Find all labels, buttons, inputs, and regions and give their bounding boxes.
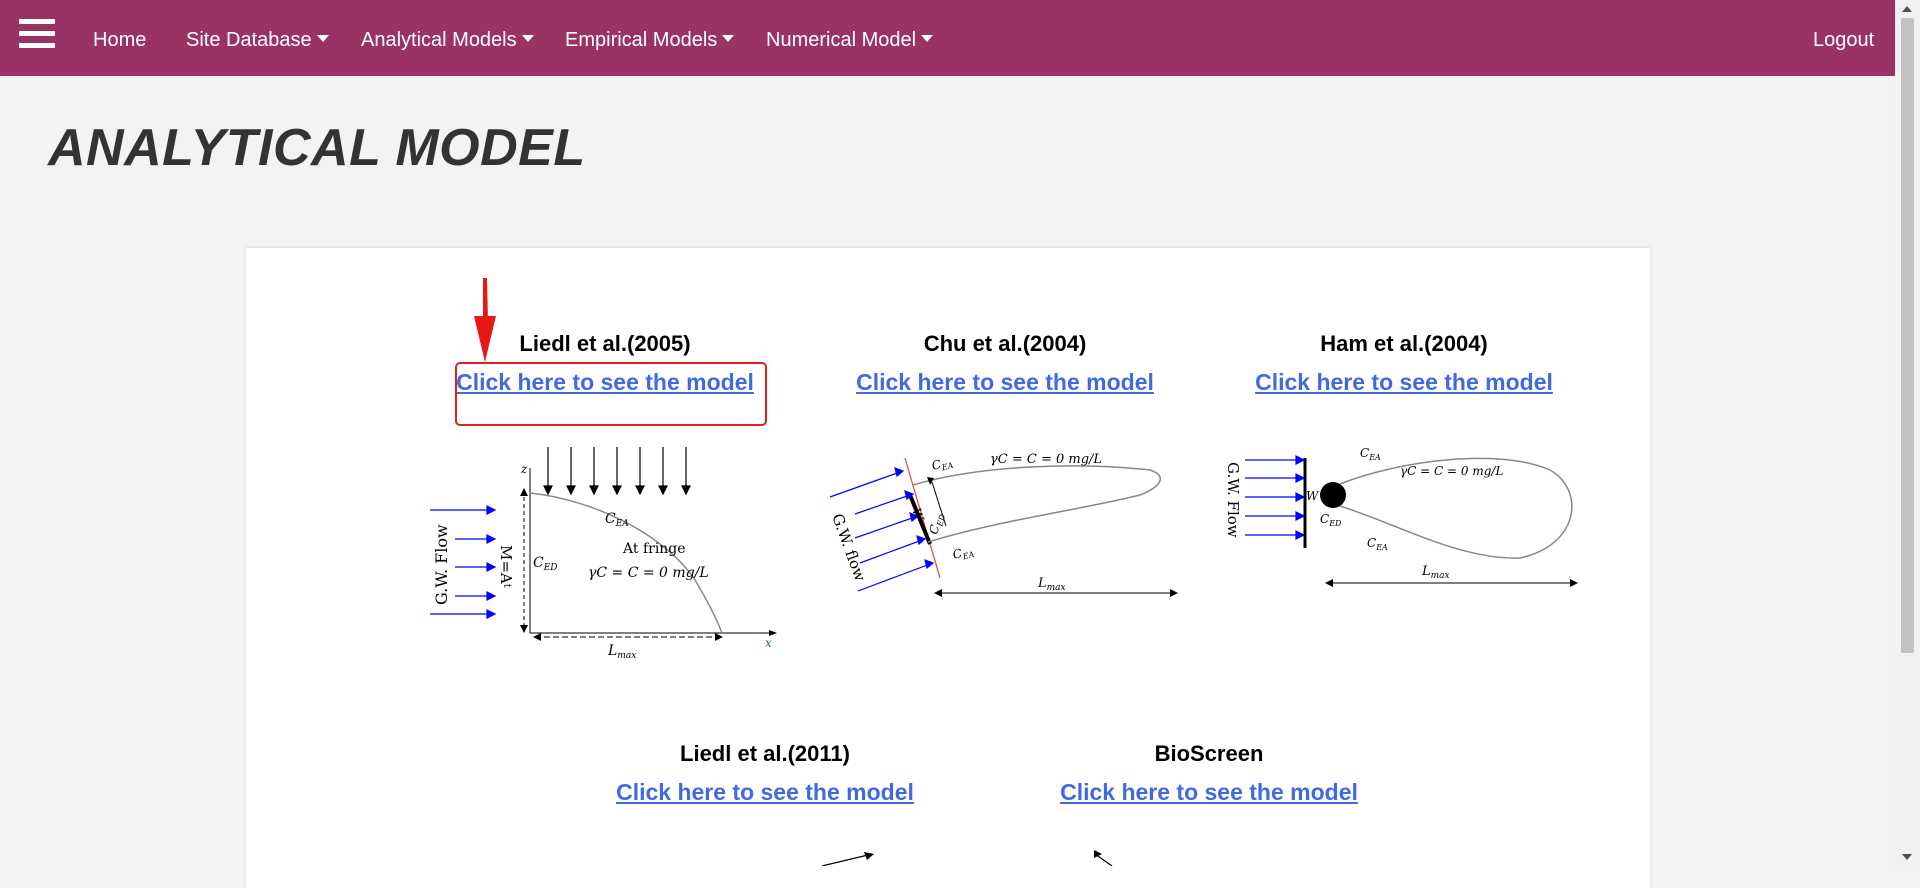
model-ham-2004: Ham et al.(2004) Click here to see the m… — [1194, 331, 1614, 396]
top-navbar: Home Site Database Analytical Models Emp… — [0, 0, 1895, 76]
highlight-box — [455, 362, 767, 426]
nav-logout-label: Logout — [1813, 29, 1875, 51]
cea-label: CEA — [605, 511, 629, 529]
nav-numerical-model-label: Numerical Model — [766, 29, 917, 51]
flow-arrows — [829, 467, 935, 592]
model-liedl-2005: Liedl et al.(2005) Click here to see the… — [395, 331, 815, 396]
model-bioscreen: BioScreen Click here to see the model — [999, 741, 1419, 806]
gw-flow-label: G.W. flow — [828, 511, 869, 583]
ced-label: CED — [1320, 512, 1342, 528]
vertical-scrollbar[interactable] — [1895, 0, 1920, 866]
diagram-chu-2004: G.W. flow W CEA CED CEA γC = C = 0 mg/L … — [828, 452, 1178, 597]
lmax-label: Lmax — [1037, 576, 1066, 593]
equation-label: γC = C = 0 mg/L — [1400, 464, 1503, 478]
model-title: Ham et al.(2004) — [1320, 331, 1488, 356]
model-chu-2004: Chu et al.(2004) Click here to see the m… — [795, 331, 1215, 396]
model-link-chu-2004[interactable]: Click here to see the model — [856, 369, 1154, 395]
nav-numerical-model[interactable]: Numerical Model — [766, 28, 934, 52]
vertical-flux-arrows — [543, 447, 691, 496]
fringe-label: At fringe — [622, 541, 686, 557]
cea-bottom-label: CEA — [951, 543, 975, 564]
model-link-bioscreen[interactable]: Click here to see the model — [1060, 779, 1358, 805]
caret-down-icon — [316, 35, 329, 43]
w-label: W — [1306, 489, 1320, 503]
caret-down-icon — [521, 35, 534, 43]
flow-arrows — [430, 505, 497, 619]
scroll-down-icon[interactable] — [1902, 854, 1912, 860]
model-title: Chu et al.(2004) — [923, 331, 1087, 356]
red-arrow-icon — [474, 278, 496, 362]
nav-empirical-models-label: Empirical Models — [565, 29, 718, 51]
lmax-label: Lmax — [1421, 564, 1450, 581]
caret-down-icon — [921, 35, 934, 43]
z-axis-label: z — [520, 462, 528, 476]
ced-label: CED — [533, 555, 558, 573]
models-card — [246, 248, 1650, 888]
model-title: Liedl et al.(2005) — [519, 331, 691, 356]
diagram-ham-2004: G.W. Flow W CEA CED CEA γC = C = 0 mg/L … — [1224, 446, 1578, 587]
model-link-liedl-2011[interactable]: Click here to see the model — [616, 779, 914, 805]
cea-top-label: CEA — [930, 454, 954, 475]
nav-home-label: Home — [93, 29, 147, 51]
nav-logout[interactable]: Logout — [1813, 28, 1874, 52]
nav-empirical-models[interactable]: Empirical Models — [565, 28, 735, 52]
gw-flow-label: G.W. Flow — [432, 524, 451, 605]
ced-label: CED — [926, 511, 947, 536]
model-title: BioScreen — [1154, 741, 1264, 766]
model-title: Liedl et al.(2011) — [680, 741, 850, 766]
cea-bottom-label: CEA — [1367, 536, 1388, 552]
hamburger-menu-icon[interactable] — [19, 19, 55, 49]
flow-arrows — [1245, 455, 1306, 540]
lmax-label: Lmax — [607, 643, 636, 660]
nav-site-database-label: Site Database — [186, 29, 312, 51]
scroll-up-icon[interactable] — [1902, 6, 1912, 12]
equation-label: γC = C = 0 mg/L — [990, 452, 1102, 467]
equation-label: γC = C = 0 mg/L — [588, 565, 709, 581]
cea-top-label: CEA — [1360, 446, 1381, 462]
nav-analytical-models[interactable]: Analytical Models — [361, 28, 534, 52]
diagram-liedl-2011-partial — [821, 852, 874, 866]
nav-site-database[interactable]: Site Database — [186, 28, 329, 52]
model-link-ham-2004[interactable]: Click here to see the model — [1255, 369, 1553, 395]
m-label: M=At — [497, 545, 515, 588]
scrollbar-thumb[interactable] — [1901, 18, 1914, 653]
model-link-liedl-2005[interactable]: Click here to see the model — [456, 369, 754, 395]
nav-analytical-models-label: Analytical Models — [361, 29, 517, 51]
gw-flow-label: G.W. Flow — [1224, 462, 1242, 538]
model-liedl-2011: Liedl et al.(2011) Click here to see the… — [555, 741, 975, 806]
nav-home[interactable]: Home — [93, 28, 146, 52]
caret-down-icon — [722, 35, 735, 43]
x-axis-label: x — [765, 636, 772, 650]
diagram-bioscreen-partial — [1094, 850, 1113, 866]
page-title: ANALYTICAL MODEL — [48, 119, 586, 177]
diagram-liedl-2005: z x G.W. Flow M=At CED CEA At fringe γC … — [430, 447, 777, 660]
